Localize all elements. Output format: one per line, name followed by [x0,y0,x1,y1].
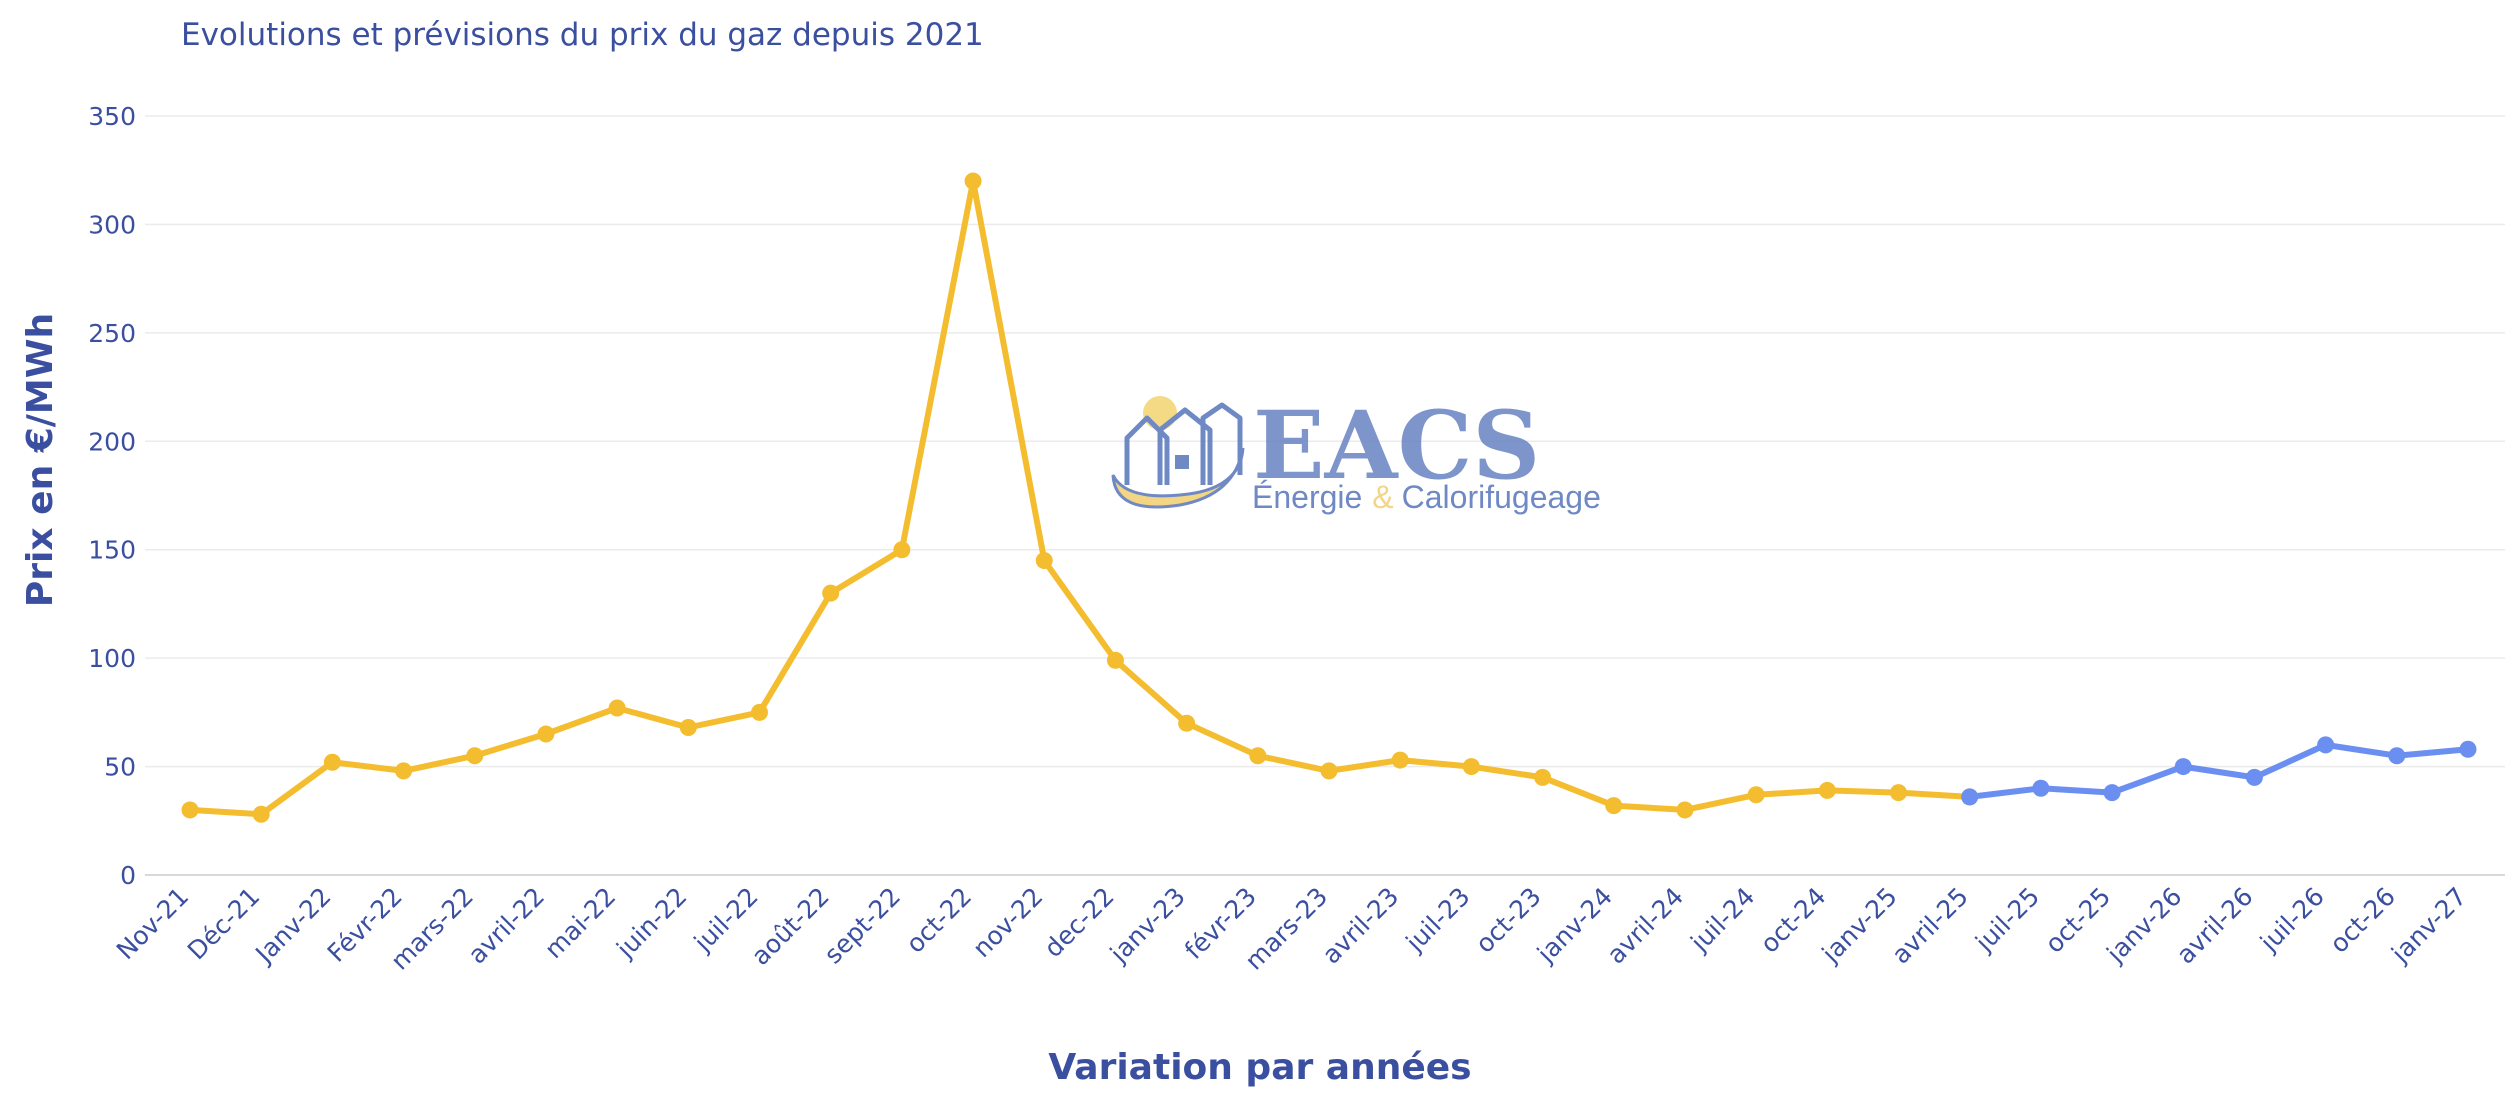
data-point-forecast[interactable] [2032,779,2050,797]
data-point-historical[interactable] [466,747,484,765]
x-tick-label: janv-26 [2100,882,2187,969]
logo-tagline-left: Énergie [1252,479,1362,515]
x-tick-label: mai-22 [539,882,621,964]
y-tick-label: 0 [120,861,136,890]
x-tick-label: janv-25 [1816,882,1903,969]
x-tick-label: janv-23 [1104,882,1191,969]
x-tick-label: janv-27 [2385,882,2472,969]
data-point-historical[interactable] [608,699,626,717]
y-tick-label: 150 [88,536,136,565]
x-tick-label: juil-26 [2254,882,2330,958]
swoosh-icon [1111,447,1245,509]
y-axis-ticks: 0 50 100 150 200 250 300 350 [88,102,136,890]
houses-icon [1124,402,1243,485]
x-tick-label: janv-24 [1531,882,1618,969]
series-line-forecast [1966,741,2471,800]
x-tick-label: nov-22 [967,882,1048,963]
data-point-forecast[interactable] [2245,768,2263,786]
x-tick-label: avril-26 [2171,882,2259,970]
x-tick-label: avril-23 [1317,882,1405,970]
data-point-historical[interactable] [751,703,768,721]
data-point-historical[interactable] [1534,768,1552,786]
logo-tagline-right: Calorifugeage [1402,479,1601,515]
data-point-historical[interactable] [1035,552,1053,570]
y-tick-label: 50 [104,753,136,782]
data-point-historical[interactable] [1178,714,1196,732]
data-point-historical[interactable] [181,801,199,819]
data-points [181,172,2477,823]
x-axis-title: Variation par années [1048,1047,1471,1088]
x-tick-label: avril-22 [462,882,550,970]
x-tick-label: juil-23 [1400,882,1476,958]
data-point-historical[interactable] [395,762,413,780]
x-tick-label: juil-25 [1969,882,2045,958]
data-point-historical[interactable] [1249,747,1267,765]
data-point-historical[interactable] [252,805,270,823]
x-tick-label: oct-22 [900,882,977,959]
logo-tagline: Énergie & Calorifugeage [1252,479,1601,515]
series-line-historical [187,178,1973,818]
data-point-historical[interactable] [537,725,555,743]
data-point-historical[interactable] [323,753,341,771]
data-point-historical[interactable] [893,541,911,559]
x-tick-label: sept-22 [818,882,906,970]
logo-brand: EACS [1253,391,1540,501]
data-point-historical[interactable] [1320,762,1338,780]
y-tick-label: 200 [88,427,136,456]
grid-lines [145,115,2505,768]
x-tick-label: avril-25 [1886,882,1974,970]
data-point-historical[interactable] [1818,781,1836,799]
data-point-forecast[interactable] [2459,740,2477,758]
data-point-historical[interactable] [1106,651,1124,669]
data-point-forecast[interactable] [2174,758,2192,776]
data-point-historical[interactable] [1676,801,1694,819]
data-point-forecast[interactable] [2103,784,2121,802]
data-point-historical[interactable] [822,584,840,602]
logo-tagline-amp: & [1372,479,1393,515]
x-tick-label: Déc-21 [182,882,266,966]
data-point-historical[interactable] [1747,786,1765,804]
y-axis-title: Prix en €/MWh [20,313,61,607]
x-tick-label: juin-22 [610,882,692,964]
x-tick-label: juil-24 [1684,882,1760,958]
data-point-forecast[interactable] [1961,788,1979,806]
data-point-historical[interactable] [1890,784,1907,802]
x-tick-label: Janv-22 [249,882,337,970]
eacs-logo: EACS Énergie & Calorifugeage [1111,391,1601,515]
data-point-historical[interactable] [1605,797,1623,815]
data-point-historical[interactable] [1462,758,1480,776]
y-tick-label: 300 [88,210,136,239]
data-point-forecast[interactable] [2317,736,2335,754]
chart-title: Evolutions et prévisions du prix du gaz … [181,17,984,53]
y-tick-label: 250 [88,319,136,348]
data-point-historical[interactable] [679,719,697,737]
x-tick-label: Nov-21 [111,882,194,965]
data-point-historical[interactable] [1391,751,1409,769]
x-tick-label: août-22 [746,882,835,971]
data-point-historical[interactable] [964,172,982,190]
data-point-forecast[interactable] [2388,747,2406,765]
y-tick-label: 100 [88,644,136,673]
x-tick-label: avril-24 [1601,882,1689,970]
y-tick-label: 350 [88,102,136,131]
series-lines [187,178,2471,818]
sun-icon [1143,396,1177,430]
x-axis-ticks: Nov-21Déc-21Janv-22Févr-22mars-22avril-2… [111,882,2472,976]
